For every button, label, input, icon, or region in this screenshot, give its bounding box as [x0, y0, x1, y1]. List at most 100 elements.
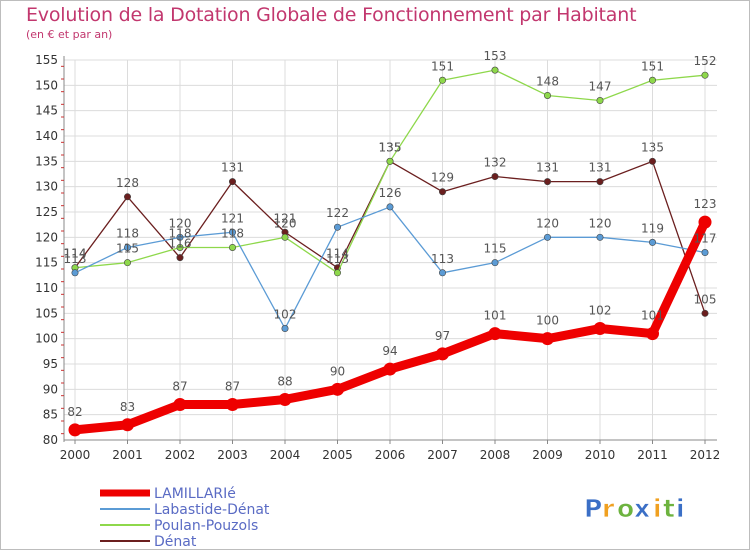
x-tick-label: 2004	[270, 448, 301, 462]
data-point	[176, 233, 184, 241]
legend-label: Labastide-Dénat	[154, 502, 270, 518]
logo-letter: i	[653, 494, 662, 523]
logo-letter: o	[617, 494, 634, 523]
data-label: 120	[169, 216, 192, 230]
data-label: 135	[379, 140, 402, 154]
data-label: 87	[172, 380, 187, 394]
data-point	[436, 347, 449, 361]
data-point	[176, 243, 184, 251]
x-tick-label: 2012	[690, 448, 721, 462]
y-tick-label: 140	[35, 129, 58, 143]
data-label: 122	[326, 206, 349, 220]
data-point	[331, 382, 344, 396]
data-label: 131	[536, 161, 559, 175]
data-point	[229, 228, 237, 236]
y-tick-label: 150	[35, 78, 58, 92]
data-point	[333, 269, 341, 277]
data-point	[491, 173, 499, 181]
x-tick-label: 2008	[480, 448, 511, 462]
logo-letter: t	[663, 494, 675, 523]
x-tick-label: 2011	[637, 448, 668, 462]
data-label: 102	[589, 304, 612, 318]
data-label: 123	[694, 197, 717, 211]
data-label: 87	[225, 380, 240, 394]
y-tick-label: 95	[43, 357, 58, 371]
data-point	[229, 178, 237, 186]
data-label: 116	[169, 237, 192, 251]
data-point	[278, 392, 292, 406]
data-point	[543, 178, 551, 186]
data-label: 120	[274, 216, 297, 230]
x-tick-label: 2009	[532, 448, 563, 462]
axes: 80 85 90 95 100 105 110 115 120 125 130 135 140 145 15…	[35, 53, 720, 462]
data-label: 135	[641, 140, 664, 154]
data-point	[596, 178, 604, 186]
data-label: 118	[221, 226, 244, 240]
data-point	[488, 327, 502, 341]
data-point	[438, 76, 446, 84]
logo-letter: P	[584, 494, 602, 523]
data-point	[698, 215, 712, 229]
data-point	[648, 238, 656, 246]
data-label: 82	[67, 405, 82, 419]
data-label: 118	[116, 226, 139, 240]
series-lines	[68, 66, 712, 437]
y-tick-label: 145	[35, 104, 58, 118]
data-label: 128	[116, 176, 139, 190]
data-point	[121, 418, 134, 432]
data-point	[491, 259, 499, 267]
data-point	[386, 203, 394, 211]
data-label: 90	[330, 364, 345, 378]
data-label: 131	[221, 161, 244, 175]
data-point	[124, 259, 132, 267]
data-label: 101	[484, 309, 507, 323]
y-tick-label: 100	[35, 332, 58, 346]
y-tick-label: 110	[35, 281, 58, 295]
y-tick-label: 135	[35, 154, 58, 168]
logo-letter: r	[602, 494, 615, 523]
data-point	[176, 254, 184, 262]
data-label: 147	[589, 80, 612, 94]
data-label: 132	[484, 156, 507, 170]
data-point	[541, 332, 554, 346]
data-label: 131	[589, 161, 612, 175]
x-tick-label: 2003	[217, 448, 248, 462]
data-label: 83	[120, 400, 135, 414]
data-label: 94	[382, 344, 397, 358]
data-label: 102	[274, 308, 297, 322]
data-point	[648, 157, 656, 165]
data-point	[226, 398, 239, 412]
data-point	[68, 423, 82, 437]
data-label: 118	[169, 226, 192, 240]
y-tick-label: 155	[35, 53, 58, 67]
data-point	[386, 157, 394, 165]
logo-letter: x	[634, 494, 650, 523]
data-point	[281, 325, 289, 333]
data-point	[124, 193, 132, 201]
data-label: 117	[694, 232, 717, 246]
data-label: 114	[326, 247, 349, 261]
data-label: 152	[694, 54, 717, 68]
data-label: 100	[536, 314, 559, 328]
data-point	[438, 188, 446, 196]
data-point	[543, 233, 551, 241]
legend-label: Dénat	[154, 534, 197, 550]
chart-subtitle: (en € et par an)	[26, 28, 113, 41]
data-point	[701, 309, 709, 317]
y-tick-label: 120	[35, 230, 58, 244]
data-label: 121	[221, 211, 244, 225]
data-label: 113	[64, 252, 87, 266]
data-point	[701, 249, 709, 257]
data-label: 120	[536, 216, 559, 230]
data-label: 115	[116, 242, 139, 256]
data-point	[383, 362, 397, 376]
data-point	[281, 233, 289, 241]
data-point	[596, 97, 604, 105]
data-point	[491, 66, 499, 74]
x-tick-label: 2010	[585, 448, 616, 462]
data-label: 101	[641, 309, 664, 323]
data-label: 129	[431, 171, 454, 185]
y-tick-label: 125	[35, 205, 58, 219]
y-tick-label: 90	[43, 382, 58, 396]
